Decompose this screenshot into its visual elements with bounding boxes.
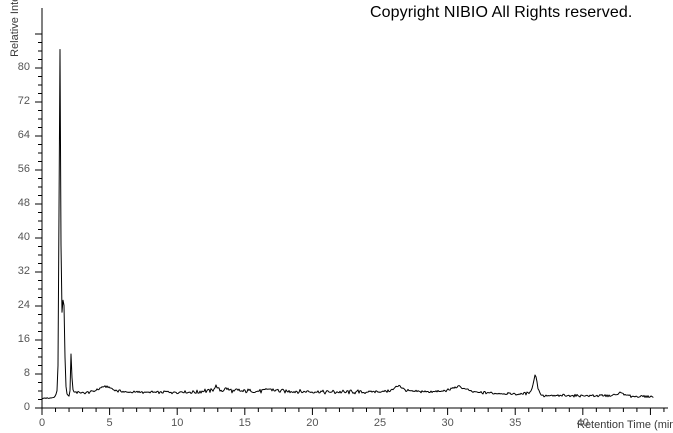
copyright-notice: Copyright NIBIO All Rights reserved. <box>370 4 633 21</box>
y-tick-label: 8 <box>23 367 30 379</box>
y-tick-label: 64 <box>17 129 30 141</box>
x-tick-label: 20 <box>306 417 319 429</box>
x-axis-title: Retention Time (min) <box>577 419 673 431</box>
tick-marks-group <box>35 33 665 415</box>
x-tick-label: 40 <box>576 417 589 429</box>
y-tick-label: 24 <box>17 299 30 311</box>
y-tick-label: 72 <box>17 95 30 107</box>
y-tick-label: 80 <box>17 61 30 73</box>
x-tick-label: 0 <box>38 417 46 429</box>
x-tick-label: 10 <box>171 417 184 429</box>
y-tick-label: 16 <box>17 333 30 345</box>
y-tick-label: 0 <box>23 401 30 413</box>
chromatogram-trace <box>41 49 654 400</box>
x-tick-label: 25 <box>373 417 387 429</box>
axes-group <box>41 8 668 409</box>
x-tick-label: 5 <box>106 417 113 429</box>
y-tick-label: 48 <box>17 197 30 209</box>
x-tick-label: 30 <box>441 417 454 429</box>
y-tick-label: 40 <box>17 231 30 243</box>
x-tick-label: 15 <box>238 417 251 429</box>
y-tick-label: 56 <box>17 163 30 175</box>
y-tick-label: 32 <box>17 265 30 277</box>
x-tick-label: 35 <box>509 417 522 429</box>
